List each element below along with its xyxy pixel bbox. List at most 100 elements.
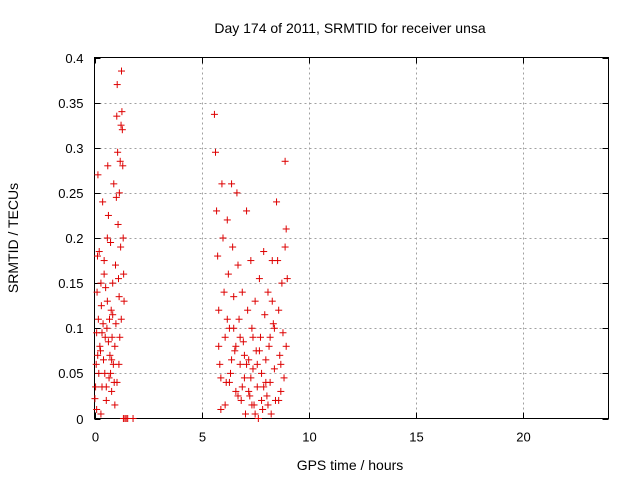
grid-lines [94, 57, 609, 419]
chart-title: Day 174 of 2011, SRMTID for receiver uns… [214, 20, 486, 36]
data-point [114, 148, 122, 156]
data-point [93, 252, 101, 260]
data-point [100, 257, 108, 265]
data-point [91, 395, 99, 403]
data-point [237, 396, 245, 404]
data-point [220, 288, 228, 296]
data-point [223, 216, 231, 224]
data-point [116, 157, 124, 165]
data-point [229, 243, 237, 251]
data-point [107, 239, 115, 247]
data-point [235, 315, 243, 323]
data-point [277, 387, 285, 395]
x-tick-label: 20 [516, 430, 530, 445]
data-point [119, 162, 127, 170]
data-point [110, 180, 118, 188]
data-point [99, 320, 107, 328]
data-point [246, 392, 254, 400]
data-point [263, 392, 271, 400]
data-point [236, 333, 244, 341]
data-point [97, 302, 105, 310]
data-point [234, 261, 242, 269]
data-point [101, 333, 109, 341]
data-point [265, 342, 273, 350]
data-point [240, 351, 248, 359]
data-point [226, 369, 234, 377]
data-point [249, 365, 257, 373]
data-point [280, 374, 288, 382]
data-point [223, 315, 231, 323]
data-point [105, 315, 113, 323]
data-point [120, 297, 128, 305]
data-point [99, 198, 107, 206]
data-point [275, 306, 283, 314]
data-point [108, 356, 116, 364]
data-point [119, 234, 127, 242]
data-point [279, 329, 287, 337]
data-point [96, 347, 104, 355]
axis-ticks: 0 5 10 15 20 0 0.05 0.1 0.15 0.2 0.25 0.3 0.35 0.4 [58, 51, 609, 445]
data-point [113, 112, 121, 120]
data-point [281, 157, 289, 165]
data-point [260, 248, 268, 256]
data-point [103, 324, 111, 332]
data-point [113, 378, 121, 386]
data-point [112, 320, 120, 328]
y-tick-label: 0.05 [58, 366, 83, 381]
data-point [117, 315, 125, 323]
data-point [104, 338, 112, 346]
data-point [230, 293, 238, 301]
y-tick-label: 0.2 [65, 231, 83, 246]
data-point [228, 180, 236, 188]
data-point [234, 392, 242, 400]
data-point [256, 333, 264, 341]
data-point [102, 284, 110, 292]
data-point [94, 315, 102, 323]
data-points [91, 67, 291, 422]
data-point [258, 369, 266, 377]
data-point [117, 121, 125, 129]
y-axis-label: SRMTID / TECUs [5, 183, 21, 293]
data-point [94, 171, 102, 179]
data-point [274, 257, 282, 265]
data-point [214, 252, 222, 260]
data-point [92, 360, 100, 368]
data-point [95, 248, 103, 256]
data-point [233, 189, 241, 197]
data-point [96, 342, 104, 350]
y-tick-label: 0.35 [58, 96, 83, 111]
x-axis-label: GPS time / hours [297, 457, 404, 473]
data-point [236, 360, 244, 368]
data-point [282, 225, 290, 233]
x-tick-label: 15 [409, 430, 423, 445]
data-point [225, 378, 233, 386]
data-point [94, 351, 102, 359]
data-point [109, 311, 117, 319]
data-point [118, 126, 126, 134]
data-point [230, 324, 238, 332]
data-point [217, 374, 225, 382]
data-point [224, 270, 232, 278]
data-point [240, 374, 248, 382]
y-tick-label: 0.1 [65, 321, 83, 336]
data-point [109, 279, 117, 287]
y-tick-label: 0 [76, 412, 83, 427]
data-point [228, 356, 236, 364]
data-point [275, 396, 283, 404]
data-point [248, 401, 256, 409]
data-point [281, 243, 289, 251]
data-point [111, 261, 119, 269]
data-point [107, 306, 115, 314]
data-point [259, 405, 267, 413]
data-point [278, 279, 286, 287]
data-point [111, 342, 119, 350]
data-point [118, 108, 126, 116]
data-point [97, 410, 105, 418]
data-point [115, 189, 123, 197]
data-point [254, 415, 262, 422]
data-point [251, 297, 259, 305]
data-point [104, 162, 112, 170]
data-point [221, 333, 229, 341]
data-point [244, 306, 252, 314]
